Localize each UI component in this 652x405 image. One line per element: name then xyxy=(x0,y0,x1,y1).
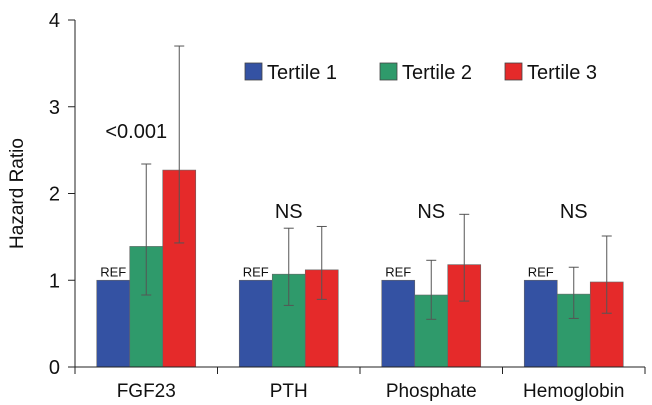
significance-label-fgf23: <0.001 xyxy=(105,121,167,143)
y-tick-label-4: 4 xyxy=(49,10,60,32)
legend-label-series-1: Tertile 1 xyxy=(267,62,337,84)
y-axis-title: Hazard Ratio xyxy=(7,138,28,249)
significance-label-pth: NS xyxy=(275,201,303,223)
ref-label-fgf23: REF xyxy=(100,264,126,279)
bar-hemoglobin-series-1 xyxy=(523,279,558,368)
bar-pth-series-1 xyxy=(238,279,273,368)
ref-label-hemoglobin: REF xyxy=(528,264,554,279)
x-category-label-pth: PTH xyxy=(270,381,308,402)
legend-label-series-3: Tertile 3 xyxy=(527,62,597,84)
legend-swatch-series-1 xyxy=(244,62,263,81)
y-tick-label-3: 3 xyxy=(49,97,60,119)
legend-swatch-series-2 xyxy=(379,62,398,81)
y-tick-label-0: 0 xyxy=(49,357,60,379)
y-tick-label-2: 2 xyxy=(49,184,60,206)
bar-fgf23-series-1 xyxy=(96,279,131,368)
x-category-label-fgf23: FGF23 xyxy=(117,381,176,402)
y-tick-label-1: 1 xyxy=(49,270,60,292)
ref-label-phosphate: REF xyxy=(385,264,411,279)
bar-phosphate-series-1 xyxy=(381,279,416,368)
x-category-label-hemoglobin: Hemoglobin xyxy=(523,381,624,402)
x-category-label-phosphate: Phosphate xyxy=(386,381,477,402)
legend-label-series-2: Tertile 2 xyxy=(402,62,472,84)
significance-label-phosphate: NS xyxy=(417,201,445,223)
legend-swatch-series-3 xyxy=(504,62,523,81)
ref-label-pth: REF xyxy=(243,264,269,279)
significance-label-hemoglobin: NS xyxy=(560,201,588,223)
